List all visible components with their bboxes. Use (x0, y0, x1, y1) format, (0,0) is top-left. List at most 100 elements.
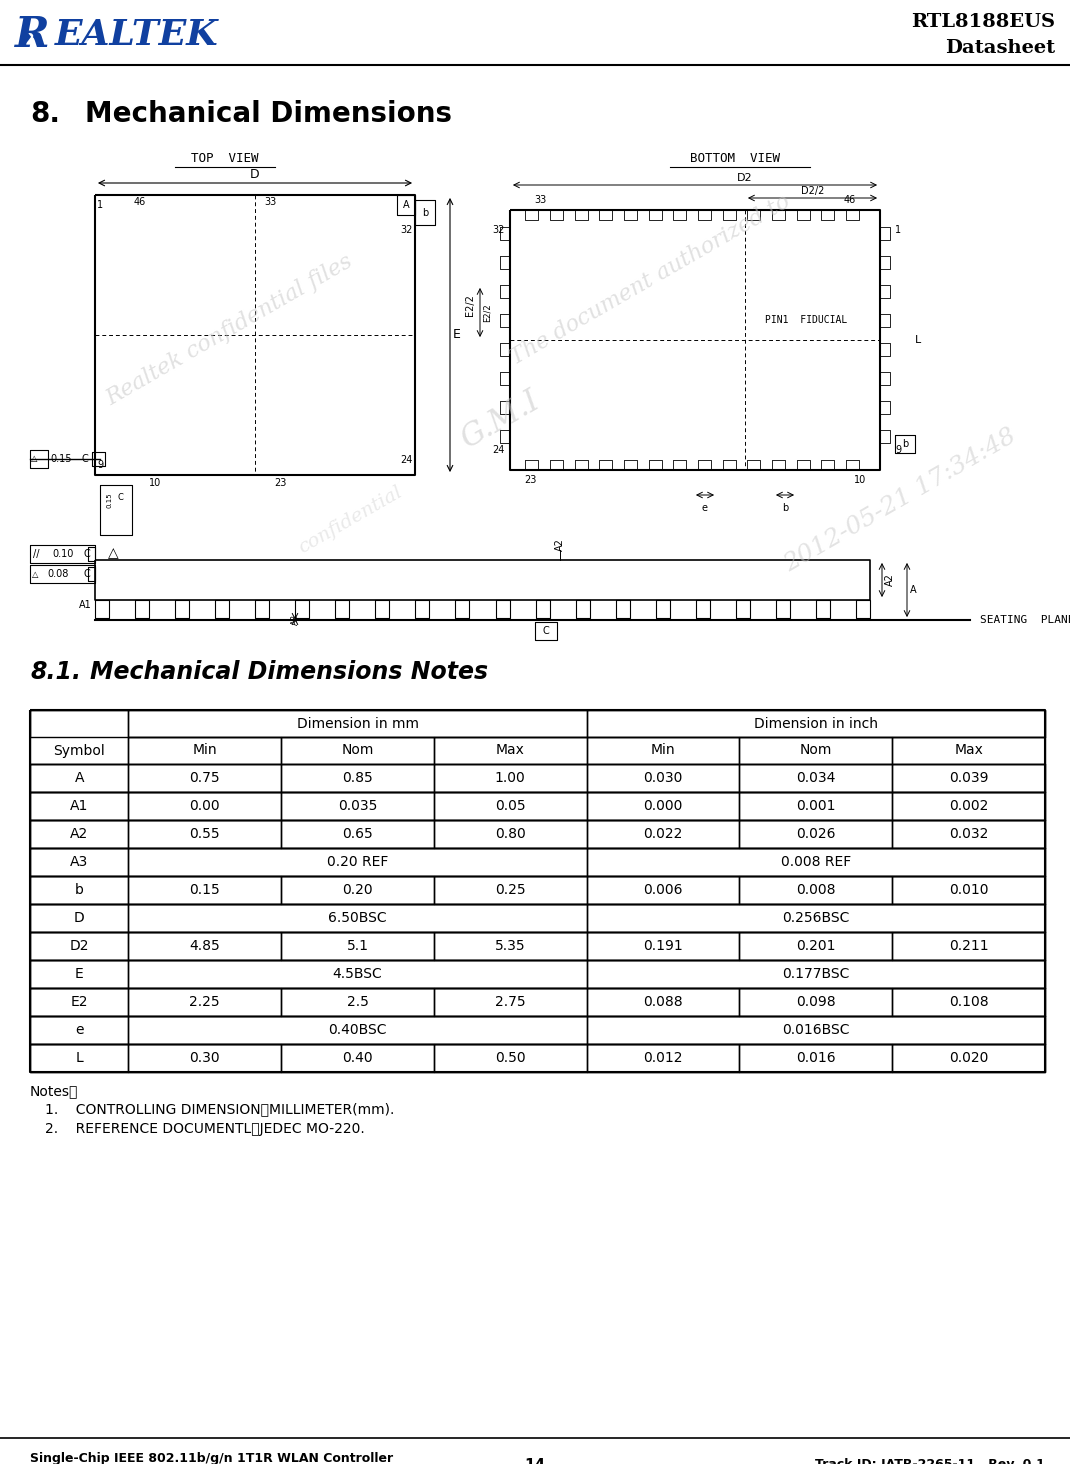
Text: Dimension in mm: Dimension in mm (296, 716, 418, 731)
Text: 0.201: 0.201 (796, 938, 836, 953)
Text: 0.016BSC: 0.016BSC (782, 1023, 850, 1037)
Text: b: b (422, 208, 428, 218)
Text: //: // (33, 549, 40, 559)
Text: 0.75: 0.75 (189, 772, 220, 785)
Text: △: △ (108, 546, 119, 561)
Text: 32: 32 (400, 225, 413, 236)
Text: 0.55: 0.55 (189, 827, 220, 840)
Text: 0.177BSC: 0.177BSC (782, 968, 850, 981)
Text: 46: 46 (134, 198, 147, 206)
Text: 0.035: 0.035 (338, 799, 378, 813)
Text: 0.008: 0.008 (796, 883, 836, 897)
Text: 0.002: 0.002 (949, 799, 989, 813)
Text: A3: A3 (70, 855, 89, 870)
Text: 0.08: 0.08 (47, 569, 68, 578)
Text: 0.026: 0.026 (796, 827, 836, 840)
Text: SEATING  PLANE: SEATING PLANE (980, 615, 1070, 625)
Text: 0.65: 0.65 (342, 827, 373, 840)
Text: b: b (782, 504, 789, 512)
Text: 0.40: 0.40 (342, 1051, 372, 1064)
Text: 5.1: 5.1 (347, 938, 368, 953)
Text: 0.088: 0.088 (643, 996, 683, 1009)
Text: 23: 23 (524, 474, 536, 485)
Text: 33: 33 (534, 195, 546, 205)
Text: 14: 14 (524, 1458, 546, 1464)
Text: C: C (82, 454, 89, 464)
Text: 0.85: 0.85 (342, 772, 373, 785)
Text: Max: Max (495, 744, 524, 757)
Text: 0.25: 0.25 (495, 883, 525, 897)
Text: 0.006: 0.006 (643, 883, 683, 897)
Text: 2.75: 2.75 (495, 996, 525, 1009)
Text: A2: A2 (555, 539, 565, 552)
Text: ♦: ♦ (30, 34, 40, 42)
Text: EALTEK: EALTEK (55, 18, 218, 53)
Text: 0.15: 0.15 (106, 492, 112, 508)
Text: Dimension in inch: Dimension in inch (754, 716, 877, 731)
Text: Datasheet: Datasheet (945, 40, 1055, 57)
Text: 0.80: 0.80 (495, 827, 525, 840)
Text: 0.50: 0.50 (495, 1051, 525, 1064)
Text: 0.15: 0.15 (50, 454, 72, 464)
Text: 0.000: 0.000 (643, 799, 683, 813)
Text: Mechanical Dimensions Notes: Mechanical Dimensions Notes (90, 660, 488, 684)
Text: 1: 1 (97, 201, 103, 209)
Text: 10: 10 (854, 474, 866, 485)
Text: Min: Min (193, 744, 217, 757)
Text: 46: 46 (844, 195, 856, 205)
Text: E2/2: E2/2 (465, 294, 475, 316)
Text: A2: A2 (885, 574, 895, 587)
Text: 0.010: 0.010 (949, 883, 989, 897)
Text: 10: 10 (149, 479, 162, 488)
Text: E: E (453, 328, 461, 341)
Text: 5.35: 5.35 (495, 938, 525, 953)
Text: 0.256BSC: 0.256BSC (782, 911, 850, 925)
Text: D: D (250, 168, 260, 182)
Text: 0.001: 0.001 (796, 799, 836, 813)
Text: Symbol: Symbol (54, 744, 105, 757)
Text: b: b (902, 439, 908, 449)
Text: C: C (83, 569, 90, 578)
Text: 0.016: 0.016 (796, 1051, 836, 1064)
Text: Notes：: Notes： (30, 1083, 78, 1098)
Text: 0.098: 0.098 (796, 996, 836, 1009)
Text: 0.10: 0.10 (52, 549, 74, 559)
Text: 9: 9 (895, 445, 901, 455)
Text: 0.034: 0.034 (796, 772, 836, 785)
Text: 2.5: 2.5 (347, 996, 368, 1009)
Text: 1.00: 1.00 (495, 772, 525, 785)
Text: 24: 24 (492, 445, 505, 455)
Text: E2: E2 (71, 996, 88, 1009)
Text: A1: A1 (70, 799, 89, 813)
Text: 0.05: 0.05 (495, 799, 525, 813)
Text: PIN1  FIDUCIAL: PIN1 FIDUCIAL (765, 315, 847, 325)
Text: A: A (910, 586, 917, 594)
Text: A1: A1 (79, 600, 92, 610)
Text: The document authorized to: The document authorized to (506, 190, 794, 369)
Text: 0.20 REF: 0.20 REF (326, 855, 388, 870)
Text: 0.211: 0.211 (949, 938, 989, 953)
Text: 24: 24 (400, 455, 413, 466)
Text: 2.25: 2.25 (189, 996, 220, 1009)
Text: 0.039: 0.039 (949, 772, 989, 785)
Text: D2: D2 (737, 173, 753, 183)
Text: Realtek confidential files: Realtek confidential files (103, 250, 357, 410)
Text: 0.40BSC: 0.40BSC (328, 1023, 386, 1037)
Text: 6.50BSC: 6.50BSC (328, 911, 387, 925)
Text: C: C (117, 492, 123, 502)
Text: 4.5BSC: 4.5BSC (333, 968, 382, 981)
Text: A: A (402, 201, 410, 209)
Text: TOP  VIEW: TOP VIEW (192, 152, 259, 165)
Text: e: e (75, 1023, 83, 1037)
Text: △: △ (32, 569, 39, 578)
Text: Nom: Nom (799, 744, 832, 757)
Text: G.M.I: G.M.I (455, 385, 545, 455)
Text: E: E (75, 968, 83, 981)
Text: Max: Max (954, 744, 983, 757)
Text: 0.108: 0.108 (949, 996, 989, 1009)
Text: A3: A3 (290, 613, 300, 625)
Text: 0.030: 0.030 (643, 772, 683, 785)
Text: 2.    REFERENCE DOCUMENTL：JEDEC MO-220.: 2. REFERENCE DOCUMENTL：JEDEC MO-220. (45, 1121, 365, 1136)
Text: confidential: confidential (294, 483, 406, 558)
Text: 33: 33 (264, 198, 276, 206)
